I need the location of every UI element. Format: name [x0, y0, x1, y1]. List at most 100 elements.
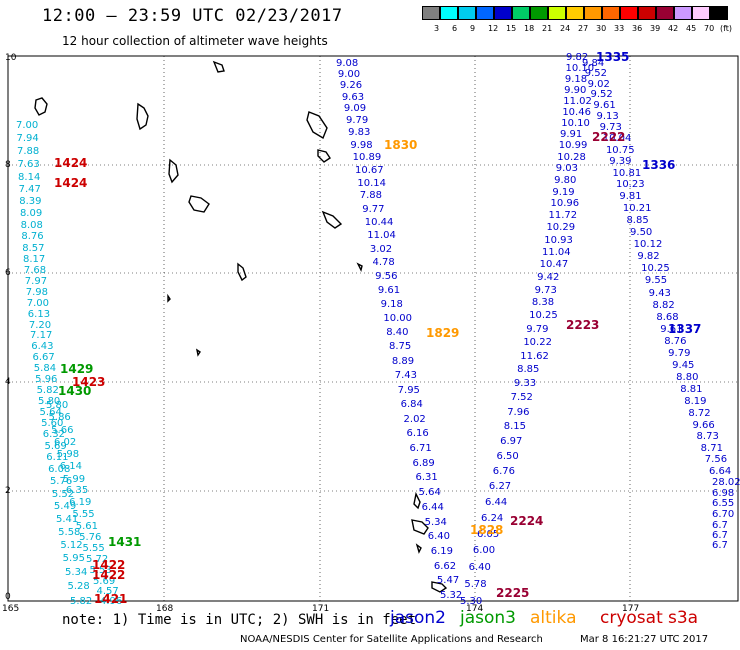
- wave-height-value: 8.76: [21, 231, 44, 243]
- wave-height-value: 6.89: [412, 457, 435, 469]
- wave-height-value: 5.82: [70, 596, 93, 607]
- scale-swatch: [692, 6, 710, 20]
- wave-height-value: 9.33: [513, 378, 537, 390]
- wave-height-value: 6.32: [42, 429, 66, 441]
- scale-label: 36: [632, 24, 643, 33]
- wave-height-value: 10.00: [383, 313, 413, 325]
- wave-height-value: 5.69: [44, 440, 67, 452]
- wave-height-value: 6.50: [496, 450, 519, 462]
- pass-number-label: 2224: [510, 514, 544, 528]
- wave-height-value: 6.64: [708, 465, 732, 477]
- wave-height-value: 10.75: [605, 144, 635, 156]
- scale-label: 9: [470, 24, 476, 33]
- wave-height-value: 10.96: [550, 198, 580, 210]
- wave-height-value: 9.56: [375, 271, 398, 283]
- scale-swatch: [476, 6, 494, 20]
- pass-number-label: 1422: [92, 568, 126, 582]
- wave-height-value: 5.72: [85, 554, 109, 566]
- wave-height-value: 7.43: [394, 370, 418, 382]
- scale-label: 33: [614, 24, 625, 33]
- wave-height-value: 5.64: [418, 487, 441, 499]
- wave-height-value: 9.50: [630, 226, 653, 238]
- wave-height-value: 5.99: [62, 473, 86, 485]
- pass-number-label: 1422: [92, 558, 126, 572]
- wave-height-value: 9.00: [337, 69, 361, 81]
- wave-height-value: 6.70: [712, 509, 735, 521]
- wave-height-value: 7.63: [17, 159, 40, 171]
- wave-height-value: 9.77: [362, 203, 385, 215]
- wave-height-value: 5.55: [82, 543, 105, 555]
- wave-height-value: 7.96: [507, 406, 530, 418]
- wave-height-value: 8.71: [700, 442, 723, 454]
- wave-height-value: 9.52: [584, 68, 608, 80]
- wave-height-value: 28.02: [712, 476, 740, 488]
- wave-height-value: 11.04: [541, 246, 571, 258]
- scale-swatch: [638, 6, 656, 20]
- satellite-altika: altika: [530, 608, 577, 628]
- wave-height-value: 8.19: [684, 396, 707, 408]
- x-tick: 174: [466, 604, 484, 614]
- scale-label: 39: [650, 24, 661, 33]
- wave-height-value: 6.98: [712, 487, 735, 499]
- wave-height-value: 5.64: [39, 406, 62, 418]
- wave-height-value: 5.80: [38, 395, 61, 407]
- y-tick: 2: [5, 486, 11, 496]
- scale-label: 6: [452, 24, 458, 33]
- scale-swatch: [422, 6, 440, 20]
- wave-height-value: 5.28: [67, 581, 90, 593]
- wave-height-value: 10.81: [612, 167, 642, 179]
- grid-lines: [8, 56, 738, 601]
- wave-height-value: 8.57: [22, 242, 45, 254]
- wave-height-value: 9.26: [339, 80, 363, 92]
- wave-height-value: 9.42: [537, 271, 560, 283]
- x-tick: 165: [2, 604, 20, 614]
- x-tick: 171: [312, 604, 330, 614]
- coastline-islands: [34, 60, 448, 593]
- wave-height-value: 9.91: [560, 129, 583, 141]
- wave-height-value: 9.09: [343, 103, 367, 115]
- wave-height-value: 6.00: [472, 545, 496, 557]
- wave-height-value: 5.61: [75, 520, 98, 532]
- y-tick: 4: [5, 377, 11, 387]
- wave-height-value: 7.98: [25, 287, 49, 299]
- wave-height-value: 6.19: [430, 546, 454, 557]
- wave-height-value: 5.60: [41, 417, 64, 429]
- wave-height-value: 5.41: [56, 513, 79, 525]
- wave-height-value: 10.10: [561, 117, 590, 129]
- map-title: 12:00 – 23:59 UTC 02/23/2017: [42, 6, 343, 26]
- wave-height-value: 4.57: [96, 585, 119, 597]
- wave-height-value: 9.61: [660, 324, 683, 336]
- footer-note: note: 1) Time is in UTC; 2) SWH is in fe…: [62, 612, 417, 628]
- wave-height-value: 10.47: [539, 259, 569, 271]
- wave-height-value: 6.19: [69, 497, 92, 509]
- wave-height-value: 5.78: [464, 578, 487, 590]
- pass-number-label: 1337: [668, 322, 702, 336]
- scale-label: 30: [596, 24, 607, 33]
- wave-height-value: 6.67: [32, 352, 55, 363]
- wave-height-value: 7.00: [16, 120, 39, 131]
- pass-number-label: 1828: [470, 523, 504, 537]
- wave-height-value: 4.96: [100, 596, 123, 607]
- map-subtitle: 12 hour collection of altimeter wave hei…: [62, 34, 328, 48]
- pass-number-label: 1431: [108, 535, 142, 549]
- pass-number-label: 1336: [642, 158, 676, 172]
- y-tick: 0: [5, 592, 11, 602]
- pass-number-label: 1424: [54, 156, 88, 170]
- wave-height-value: 9.18: [380, 298, 403, 310]
- wave-height-value: 6.40: [468, 561, 491, 573]
- pass-number-label: 2223: [566, 318, 600, 332]
- wave-height-value: 6.7: [712, 540, 728, 551]
- wave-height-value: 4.78: [372, 257, 395, 269]
- scale-label: 21: [542, 24, 553, 33]
- map-frame: [7, 55, 739, 602]
- wave-height-value: 8.68: [656, 311, 679, 323]
- wave-height-value: 9.45: [672, 360, 695, 372]
- footer-credit: NOAA/NESDIS Center for Satellite Applica…: [240, 634, 543, 645]
- wave-height-value: 9.79: [526, 323, 549, 335]
- wave-height-value: 8.80: [676, 372, 699, 384]
- scale-swatch: [494, 6, 512, 20]
- wave-height-value: 7.97: [24, 276, 48, 288]
- wave-height-value: 5.55: [72, 509, 95, 521]
- wave-height-value: 5.95: [62, 553, 85, 565]
